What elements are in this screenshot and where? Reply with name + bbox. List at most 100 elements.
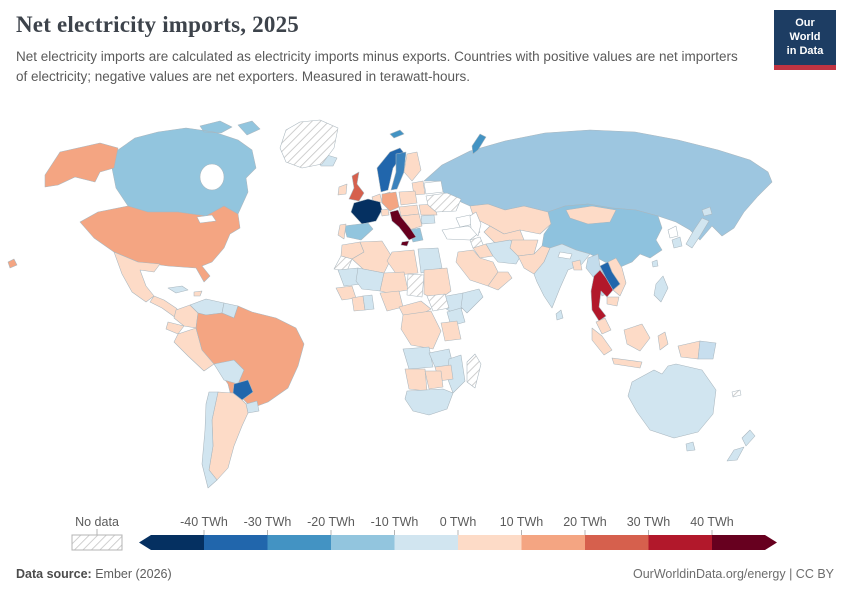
map-region-libya[interactable] <box>386 249 419 276</box>
map-region-brazil[interactable] <box>195 305 305 409</box>
colorbar-segment-0[interactable] <box>139 535 204 550</box>
map-region-sweden[interactable] <box>390 151 407 191</box>
colorbar-segment-7[interactable] <box>585 535 649 550</box>
map-region-new-caledonia[interactable] <box>731 389 742 398</box>
colorbar-tick-label-6: 20 TWh <box>563 515 607 529</box>
map-region-germany[interactable] <box>381 191 400 212</box>
no-data-label: No data <box>75 515 119 529</box>
map-region-poland[interactable] <box>398 190 418 206</box>
caspian-sea <box>469 211 482 237</box>
map-region-niger[interactable] <box>379 271 409 294</box>
map-region-philippines[interactable] <box>653 275 669 303</box>
colorbar-segments[interactable]: -40 TWh -30 TWh -20 TWh -10 TWh 0 TWh 10 TWh 2… <box>139 515 777 550</box>
map-region-turkey[interactable] <box>441 225 481 241</box>
map-region-ireland[interactable] <box>337 183 348 196</box>
map-region-portugal[interactable] <box>337 223 347 240</box>
map-region-bulgaria[interactable] <box>420 214 436 225</box>
colorbar-tick-label-8: 40 TWh <box>690 515 734 529</box>
map-region-spain[interactable] <box>343 222 374 241</box>
colorbar-segment-2[interactable] <box>267 535 332 550</box>
colorbar-tick-label-0: -40 TWh <box>180 515 228 529</box>
map-region-somalia[interactable] <box>460 288 484 314</box>
map-region-hispaniola[interactable] <box>193 290 203 297</box>
map-region-new-zealand[interactable] <box>726 429 756 462</box>
map-region-ghana[interactable] <box>362 294 375 311</box>
colorbar-tick-label-5: 10 TWh <box>500 515 544 529</box>
map-region-australia[interactable] <box>627 363 717 452</box>
map-region-papua-new-guinea[interactable] <box>697 340 717 360</box>
colorbar-tick-label-1: -30 TWh <box>244 515 292 529</box>
owid-logo[interactable]: Our World in Data <box>774 10 836 71</box>
map-region-chile[interactable] <box>201 391 219 489</box>
map-region-nepal[interactable] <box>557 251 573 260</box>
colorbar-segment-8[interactable] <box>648 535 713 550</box>
map-region-indonesia[interactable] <box>591 323 701 369</box>
map-region-bolivia[interactable] <box>213 359 245 385</box>
colorbar-segment-3[interactable] <box>331 535 395 550</box>
map-region-sri-lanka[interactable] <box>555 309 564 321</box>
data-source-value: Ember (2026) <box>91 567 172 581</box>
colorbar-segment-5[interactable] <box>458 535 522 550</box>
map-region-italy[interactable] <box>389 209 417 247</box>
great-lakes <box>196 214 217 224</box>
map-region-bangladesh[interactable] <box>571 259 583 271</box>
page-title: Net electricity imports, 2025 <box>16 12 299 37</box>
map-region-india[interactable] <box>533 243 591 309</box>
legend-colorbar[interactable]: No data -40 TWh -30 TWh -20 TWh -10 TWh 0 TW… <box>0 505 850 560</box>
map-region-malaysia[interactable] <box>595 317 612 335</box>
map-region-south-korea[interactable] <box>671 236 683 249</box>
owid-license-link[interactable]: OurWorldinData.org/energy | CC BY <box>632 567 834 581</box>
map-region-mexico[interactable] <box>113 251 161 303</box>
map-region-svalbard[interactable] <box>389 129 405 139</box>
data-source: Data source: Ember (2026) <box>16 567 172 581</box>
map-region-cuba[interactable] <box>167 285 189 294</box>
map-region-paraguay[interactable] <box>232 379 254 401</box>
colorbar-segment-6[interactable] <box>521 535 586 550</box>
map-region-greenland[interactable] <box>279 119 339 169</box>
chart-header: Net electricity imports, 2025 Net electr… <box>16 12 756 86</box>
map-region-novaya-zemlya[interactable] <box>471 133 487 155</box>
map-region-madagascar[interactable] <box>466 353 482 389</box>
map-region-drc[interactable] <box>400 310 442 350</box>
map-region-south-sudan[interactable] <box>426 293 450 312</box>
colorbar-tick-label-7: 30 TWh <box>627 515 671 529</box>
no-data-swatch[interactable] <box>71 534 123 551</box>
map-region-botswana[interactable] <box>424 370 444 390</box>
map-region-yemen-oman[interactable] <box>487 271 513 291</box>
map-region-japan[interactable] <box>685 206 713 249</box>
chart-subtitle: Net electricity imports are calculated a… <box>16 49 738 84</box>
colorbar-tick-label-3: -10 TWh <box>371 515 419 529</box>
map-region-angola[interactable] <box>402 346 434 370</box>
data-source-label: Data source: <box>16 567 92 581</box>
map-region-united-kingdom[interactable] <box>348 171 365 202</box>
colorbar-tick-label-4: 0 TWh <box>440 515 477 529</box>
map-region-belarus[interactable] <box>423 180 444 195</box>
map-region-taiwan[interactable] <box>651 259 659 268</box>
colorbar-tick-label-2: -20 TWh <box>307 515 355 529</box>
map-region-chad[interactable] <box>406 273 425 298</box>
hudson-bay <box>199 163 225 191</box>
map-region-mongolia[interactable] <box>565 205 617 225</box>
colorbar-segment-9[interactable] <box>712 535 777 550</box>
map-region-egypt[interactable] <box>417 247 443 274</box>
chart-footer: Data source: Ember (2026) OurWorldinData… <box>0 567 850 581</box>
owid-logo-line1: Our World <box>789 17 821 43</box>
map-region-thailand[interactable] <box>590 269 614 322</box>
colorbar-segment-4[interactable] <box>394 535 459 550</box>
map-region-france[interactable] <box>350 198 383 225</box>
world-choropleth-map <box>7 119 773 489</box>
map-region-canada[interactable] <box>111 120 261 217</box>
owid-logo-line2: in Data <box>786 44 824 57</box>
map-region-ukraine[interactable] <box>425 192 462 213</box>
map-region-kazakhstan[interactable] <box>469 203 552 235</box>
map-region-namibia[interactable] <box>404 368 428 392</box>
map-region-mali[interactable] <box>355 267 385 292</box>
map-region-finland[interactable] <box>403 151 422 182</box>
map-region-cambodia[interactable] <box>606 296 620 307</box>
colorbar-segment-1[interactable] <box>204 535 268 550</box>
map-region-switzerland[interactable] <box>380 208 390 217</box>
map-region-north-korea[interactable] <box>667 225 679 239</box>
map-region-south-africa[interactable] <box>404 388 454 416</box>
map-region-tanzania[interactable] <box>440 320 462 342</box>
